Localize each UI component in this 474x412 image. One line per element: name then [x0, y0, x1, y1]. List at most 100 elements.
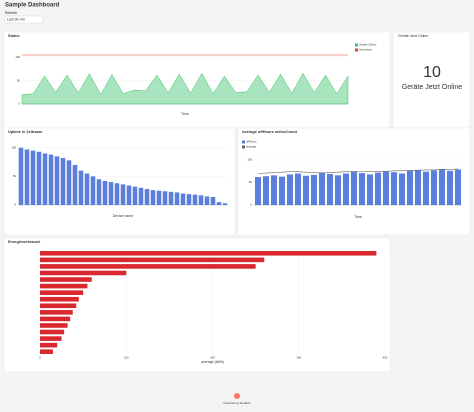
bar [430, 170, 438, 205]
bar [144, 188, 150, 205]
bar [40, 336, 62, 341]
bar [270, 175, 278, 205]
y-tick-label: 0 [14, 203, 16, 207]
bar [278, 176, 286, 205]
bar [438, 169, 446, 205]
bar [374, 172, 382, 205]
bar [84, 173, 90, 205]
uptime-card [3, 127, 236, 236]
bar [102, 180, 108, 205]
y-tick-label: 50 [13, 174, 17, 178]
bar [40, 323, 68, 328]
bar [42, 153, 48, 205]
bar [294, 173, 302, 205]
bar [198, 195, 204, 205]
bar [96, 179, 102, 205]
y-tick-label: 100 [15, 55, 20, 59]
bar [40, 290, 84, 295]
bar [40, 342, 58, 348]
bar [204, 196, 210, 205]
bar [18, 147, 24, 205]
x-tick-label: 0 [39, 356, 41, 360]
bar [40, 270, 127, 276]
bar [406, 170, 414, 205]
chart-title: Status [8, 34, 20, 38]
bar [72, 164, 78, 205]
bar [254, 177, 262, 205]
bar [382, 171, 390, 205]
bar [40, 329, 65, 335]
bar [286, 174, 294, 205]
bar [174, 192, 180, 205]
x-axis-label: average (kWh) [201, 360, 224, 364]
bar [366, 174, 374, 205]
legend-label: offHours [246, 140, 257, 144]
x-tick-label: 400 [383, 356, 388, 360]
bar [216, 202, 222, 205]
x-tick-label: 200 [210, 356, 215, 360]
bar [186, 194, 192, 205]
legend-label: average [246, 145, 257, 149]
bar [342, 173, 350, 205]
bar [40, 264, 256, 269]
bar [108, 182, 114, 205]
legend-swatch [355, 43, 358, 47]
bar [180, 193, 186, 205]
bar [262, 176, 270, 205]
bar [334, 175, 342, 205]
bar [24, 149, 30, 205]
bar [54, 156, 60, 205]
legend-swatch [242, 145, 245, 149]
bar [40, 257, 265, 263]
range-select[interactable] [4, 15, 44, 24]
refresh-label: Refresh [5, 11, 17, 15]
y-tick-label: 100 [247, 158, 252, 162]
x-tick-label: 300 [296, 356, 301, 360]
bar [40, 277, 92, 282]
bar [358, 173, 366, 205]
x-tick-label: 100 [124, 356, 129, 360]
y-tick-label: 0 [18, 102, 20, 106]
bar [310, 174, 318, 205]
bar [192, 194, 198, 205]
bar [138, 187, 144, 205]
bar [40, 316, 71, 322]
bar [446, 170, 454, 205]
chart-title: Energieverbrauch [8, 240, 41, 244]
bar [168, 191, 174, 205]
bar [40, 303, 77, 309]
y-tick-label: 100 [11, 145, 16, 149]
legend-swatch [242, 140, 245, 144]
bar [36, 151, 42, 205]
y-tick-label: 50 [249, 180, 253, 184]
online-title: Geräte Jetzt Online [398, 34, 428, 38]
chart-title: Uptime in Zeitraum [8, 130, 43, 134]
bar [156, 190, 162, 205]
legend-swatch [355, 48, 358, 52]
bar [48, 154, 54, 205]
bar [350, 171, 358, 205]
legend-label: Geräte Online [359, 43, 377, 47]
bar [114, 183, 120, 205]
x-axis-label: Time [181, 112, 189, 116]
bar [30, 150, 36, 205]
page-title: Sample Dashboard [5, 3, 60, 9]
chart-title: Average offHours onlineCount [242, 130, 298, 134]
footer: Powered by Redash [223, 401, 250, 405]
bar [302, 175, 310, 205]
online-value: 10 [423, 64, 441, 81]
bar [40, 283, 88, 289]
bar [132, 186, 138, 205]
online-label: Geräte Jetzt Online [402, 84, 462, 91]
bar [40, 349, 53, 355]
bar [40, 296, 79, 302]
bar [326, 173, 334, 205]
y-tick-label: 50 [17, 78, 21, 82]
bar [318, 172, 326, 205]
x-axis-label: Time [354, 215, 362, 219]
bar [120, 184, 126, 205]
bar [150, 190, 156, 205]
bar [162, 191, 168, 205]
bar [90, 176, 96, 205]
